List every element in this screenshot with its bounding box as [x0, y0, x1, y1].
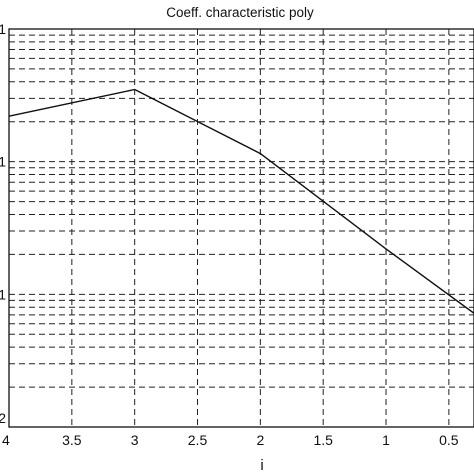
x-tick-label: 2.5: [188, 432, 208, 448]
plot-area-frame: [8, 28, 474, 428]
x-tick-label: 4: [2, 432, 10, 448]
series-layer: [8, 88, 474, 314]
x-tick-label: 1.5: [313, 432, 333, 448]
x-axis-label: i: [260, 457, 263, 474]
x-tick-label: 1: [382, 432, 390, 448]
y-tick-label: 1: [0, 286, 6, 302]
x-tick-label: 0.5: [439, 432, 459, 448]
series-line: [8, 88, 474, 314]
y-tick-label: 1: [0, 154, 6, 170]
chart-title: Coeff. characteristic poly: [166, 5, 314, 20]
y-tick-labels: 1 1 1 2: [0, 21, 6, 426]
y-tick-label: 1: [0, 21, 6, 37]
x-tick-label: 2: [256, 432, 264, 448]
y-tick-label: 2: [0, 410, 6, 426]
x-tick-labels: 4 3.5 3 2.5 2 1.5 1 0.5: [2, 432, 459, 448]
x-tick-label: 3: [131, 432, 139, 448]
x-tick-label: 3.5: [62, 432, 82, 448]
gridlines: [8, 29, 474, 428]
